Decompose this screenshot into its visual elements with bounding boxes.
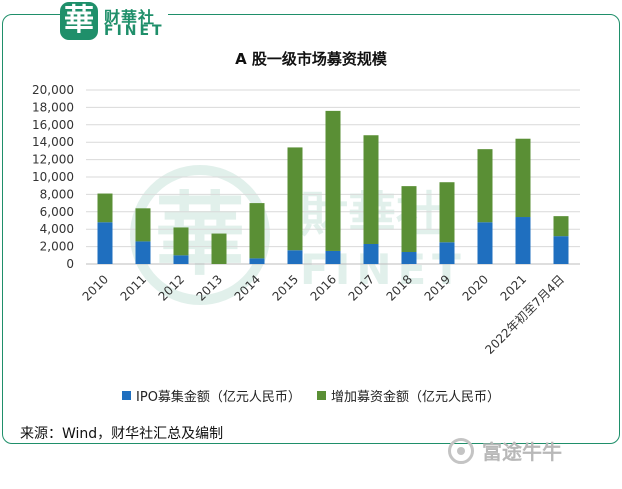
- bar-additional-12: [553, 216, 569, 237]
- bar-ipo-10: [477, 222, 493, 264]
- bar-additional-8: [401, 186, 417, 252]
- source-note: 来源：Wind，财华社汇总及编制: [20, 426, 224, 442]
- legend-item-additional: 增加募资金额（亿元人民币）: [316, 386, 500, 405]
- y-tick-label: 8,000: [40, 187, 74, 201]
- x-tick-label: 2016: [308, 272, 339, 303]
- y-tick-label: 4,000: [40, 222, 74, 236]
- x-tick-label: 2015: [270, 272, 301, 303]
- x-tick-label: 2010: [80, 272, 111, 303]
- x-axis-ticks: 2010 2011 2012 2013 2014 2015 2016 2017 2018 2019…: [80, 272, 567, 357]
- futu-brand-text: 富途牛牛: [482, 440, 562, 464]
- bar-additional-2: [173, 227, 189, 256]
- bar-ipo-6: [325, 250, 341, 264]
- x-tick-label: 2021: [498, 272, 529, 303]
- bar-additional-0: [97, 193, 113, 223]
- bar-additional-11: [515, 138, 531, 218]
- finet-logo-cn: 财華社: [104, 8, 156, 27]
- y-tick-label: 18,000: [32, 100, 74, 114]
- bar-ipo-4: [249, 258, 265, 264]
- futu-logo-icon: [448, 437, 474, 464]
- y-tick-label: 16,000: [32, 118, 74, 132]
- chart-legend: IPO募集金额（亿元人民币） 增加募资金额（亿元人民币）: [0, 386, 622, 405]
- x-tick-label: 2014: [232, 272, 263, 303]
- bar-ipo-11: [515, 217, 531, 264]
- bar-ipo-7: [363, 243, 379, 264]
- bar-ipo-9: [439, 242, 455, 264]
- chart-title: A 股一级市场募资规模: [235, 50, 387, 68]
- x-tick-label: 2018: [384, 272, 415, 303]
- x-tick-label: 2012: [156, 272, 187, 303]
- legend-item-ipo: IPO募集金额（亿元人民币）: [122, 386, 301, 405]
- x-tick-label: 2019: [422, 272, 453, 303]
- bar-additional-3: [211, 233, 227, 264]
- futu-watermark: 富途牛牛: [448, 436, 562, 465]
- y-axis-ticks: 0 2,000 4,000 6,000 8,000 10,000 12,000 14,000 1…: [32, 83, 74, 271]
- y-tick-label: 12,000: [32, 153, 74, 167]
- bar-ipo-8: [401, 251, 417, 264]
- bar-additional-6: [325, 110, 341, 251]
- finet-seal-icon: 華: [60, 2, 98, 40]
- bars: [97, 110, 569, 264]
- y-tick-label: 0: [66, 257, 74, 271]
- legend-swatch-ipo: [122, 391, 132, 400]
- legend-label-additional: 增加募资金额（亿元人民币）: [330, 390, 500, 405]
- bar-ipo-5: [287, 250, 303, 264]
- bar-chart: 0 2,000 4,000 6,000 8,000 10,000 12,000 14,000 1…: [32, 83, 580, 357]
- y-tick-label: 6,000: [40, 205, 74, 219]
- finet-logo: 華 财華社 FINET: [60, 0, 168, 44]
- x-tick-label: 2017: [346, 272, 377, 303]
- x-tick-label: 2011: [118, 272, 149, 303]
- bar-ipo-12: [553, 236, 569, 264]
- bar-additional-5: [287, 147, 303, 251]
- bar-additional-9: [439, 182, 455, 243]
- bar-ipo-0: [97, 222, 113, 264]
- bar-additional-4: [249, 203, 265, 259]
- bar-ipo-2: [173, 255, 189, 264]
- legend-swatch-additional: [316, 391, 326, 400]
- legend-label-ipo: IPO募集金额（亿元人民币）: [136, 390, 301, 405]
- bar-additional-10: [477, 149, 493, 223]
- bar-additional-7: [363, 135, 379, 244]
- bar-ipo-1: [135, 241, 151, 264]
- x-tick-label: 2013: [194, 272, 225, 303]
- y-tick-label: 14,000: [32, 135, 74, 149]
- y-tick-label: 2,000: [40, 240, 74, 254]
- x-tick-label: 2020: [460, 272, 491, 303]
- bar-additional-1: [135, 208, 151, 242]
- y-tick-label: 20,000: [32, 83, 74, 97]
- y-tick-label: 10,000: [32, 170, 74, 184]
- finet-logo-en: FINET: [104, 23, 165, 39]
